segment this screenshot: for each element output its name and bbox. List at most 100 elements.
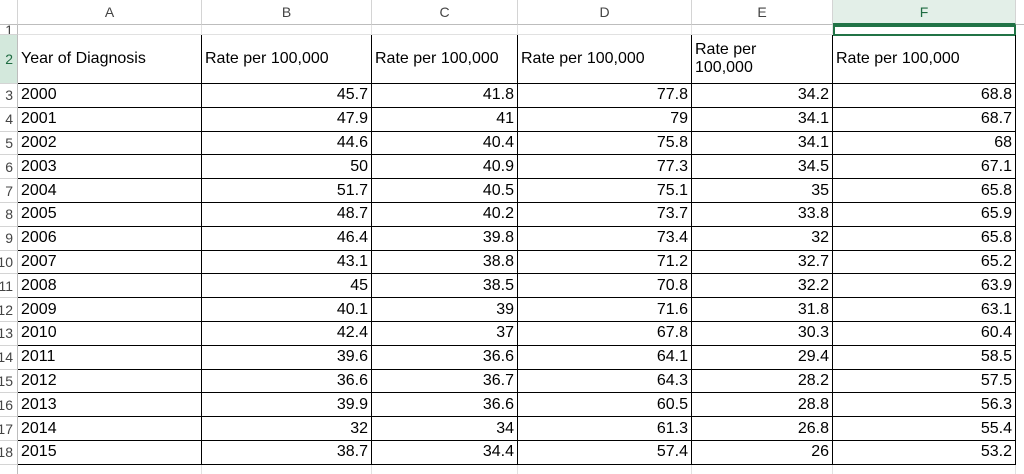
cell[interactable]	[833, 464, 1016, 474]
header-cell[interactable]: Year of Diagnosis	[18, 35, 202, 84]
value-cell[interactable]: 40.9	[372, 155, 518, 180]
row-header[interactable]: 3	[0, 84, 18, 108]
value-cell[interactable]: 45.7	[202, 84, 372, 108]
value-cell[interactable]: 31.8	[692, 298, 833, 322]
value-cell[interactable]: 43.1	[202, 250, 372, 275]
header-cell[interactable]: Rate per 100,000	[833, 35, 1016, 84]
value-cell[interactable]: 39.6	[202, 345, 372, 370]
value-cell[interactable]: 41.8	[372, 84, 518, 108]
value-cell[interactable]: 36.6	[372, 393, 518, 418]
value-cell[interactable]: 46.4	[202, 226, 372, 251]
row-header[interactable]: 4	[0, 107, 18, 132]
value-cell[interactable]: 65.8	[833, 226, 1016, 251]
row-header[interactable]: 17	[0, 417, 18, 441]
value-cell[interactable]: 34.1	[692, 107, 833, 132]
value-cell[interactable]: 40.1	[202, 298, 372, 322]
value-cell[interactable]: 75.8	[518, 131, 692, 156]
value-cell[interactable]: 70.8	[518, 274, 692, 299]
year-cell[interactable]: 2007	[18, 250, 202, 275]
column-header[interactable]: E	[692, 0, 833, 25]
value-cell[interactable]: 39	[372, 298, 518, 322]
value-cell[interactable]: 67.1	[833, 155, 1016, 180]
value-cell[interactable]: 26	[692, 441, 833, 465]
value-cell[interactable]: 40.4	[372, 131, 518, 156]
year-cell[interactable]: 2005	[18, 203, 202, 227]
year-cell[interactable]: 2013	[18, 393, 202, 418]
value-cell[interactable]: 38.8	[372, 250, 518, 275]
value-cell[interactable]: 36.7	[372, 369, 518, 394]
row-header[interactable]: 16	[0, 393, 18, 418]
row-header[interactable]: 11	[0, 274, 18, 299]
row-header[interactable]: 7	[0, 179, 18, 203]
row-header[interactable]: 9	[0, 226, 18, 251]
value-cell[interactable]: 57.5	[833, 369, 1016, 394]
cell[interactable]	[372, 25, 518, 35]
value-cell[interactable]: 44.6	[202, 131, 372, 156]
value-cell[interactable]: 39.9	[202, 393, 372, 418]
cell[interactable]	[18, 464, 202, 474]
column-header[interactable]: B	[202, 0, 372, 25]
header-cell[interactable]: Rate per 100,000	[372, 35, 518, 84]
value-cell[interactable]: 32.7	[692, 250, 833, 275]
row-header[interactable]: 18	[0, 441, 18, 465]
value-cell[interactable]: 28.8	[692, 393, 833, 418]
value-cell[interactable]: 60.5	[518, 393, 692, 418]
selected-cell[interactable]	[833, 25, 1016, 36]
year-cell[interactable]: 2012	[18, 369, 202, 394]
value-cell[interactable]: 41	[372, 107, 518, 132]
value-cell[interactable]: 75.1	[518, 179, 692, 203]
value-cell[interactable]: 34	[372, 417, 518, 441]
header-cell[interactable]: Rate per 100,000	[518, 35, 692, 84]
value-cell[interactable]: 39.8	[372, 226, 518, 251]
value-cell[interactable]: 40.5	[372, 179, 518, 203]
value-cell[interactable]: 50	[202, 155, 372, 180]
year-cell[interactable]: 2004	[18, 179, 202, 203]
value-cell[interactable]: 57.4	[518, 441, 692, 465]
value-cell[interactable]: 71.2	[518, 250, 692, 275]
year-cell[interactable]: 2006	[18, 226, 202, 251]
year-cell[interactable]: 2001	[18, 107, 202, 132]
year-cell[interactable]: 2011	[18, 345, 202, 370]
row-header[interactable]: 6	[0, 155, 18, 180]
value-cell[interactable]: 48.7	[202, 203, 372, 227]
value-cell[interactable]: 68	[833, 131, 1016, 156]
value-cell[interactable]: 38.7	[202, 441, 372, 465]
value-cell[interactable]: 77.3	[518, 155, 692, 180]
cell[interactable]	[692, 464, 833, 474]
value-cell[interactable]: 35	[692, 179, 833, 203]
value-cell[interactable]: 71.6	[518, 298, 692, 322]
value-cell[interactable]: 36.6	[372, 345, 518, 370]
header-cell[interactable]: Rate per 100,000	[202, 35, 372, 84]
value-cell[interactable]: 64.1	[518, 345, 692, 370]
row-header[interactable]: 5	[0, 131, 18, 156]
value-cell[interactable]: 68.8	[833, 84, 1016, 108]
value-cell[interactable]: 63.9	[833, 274, 1016, 299]
value-cell[interactable]: 68.7	[833, 107, 1016, 132]
year-cell[interactable]: 2015	[18, 441, 202, 465]
row-header[interactable]: 13	[0, 322, 18, 346]
value-cell[interactable]: 63.1	[833, 298, 1016, 322]
column-header[interactable]: D	[518, 0, 692, 25]
value-cell[interactable]: 79	[518, 107, 692, 132]
value-cell[interactable]: 51.7	[202, 179, 372, 203]
value-cell[interactable]: 26.8	[692, 417, 833, 441]
value-cell[interactable]: 64.3	[518, 369, 692, 394]
cell[interactable]	[18, 25, 202, 35]
value-cell[interactable]: 30.3	[692, 322, 833, 346]
value-cell[interactable]: 56.3	[833, 393, 1016, 418]
value-cell[interactable]: 34.1	[692, 131, 833, 156]
year-cell[interactable]: 2000	[18, 84, 202, 108]
value-cell[interactable]: 65.8	[833, 179, 1016, 203]
value-cell[interactable]: 33.8	[692, 203, 833, 227]
column-header[interactable]: F	[833, 0, 1016, 25]
cell[interactable]	[202, 25, 372, 35]
column-header[interactable]: A	[18, 0, 202, 25]
row-header[interactable]: 10	[0, 250, 18, 275]
value-cell[interactable]: 34.5	[692, 155, 833, 180]
row-header[interactable]: 2	[0, 35, 18, 84]
value-cell[interactable]: 45	[202, 274, 372, 299]
cell[interactable]	[372, 464, 518, 474]
value-cell[interactable]: 65.9	[833, 203, 1016, 227]
value-cell[interactable]: 28.2	[692, 369, 833, 394]
value-cell[interactable]: 37	[372, 322, 518, 346]
